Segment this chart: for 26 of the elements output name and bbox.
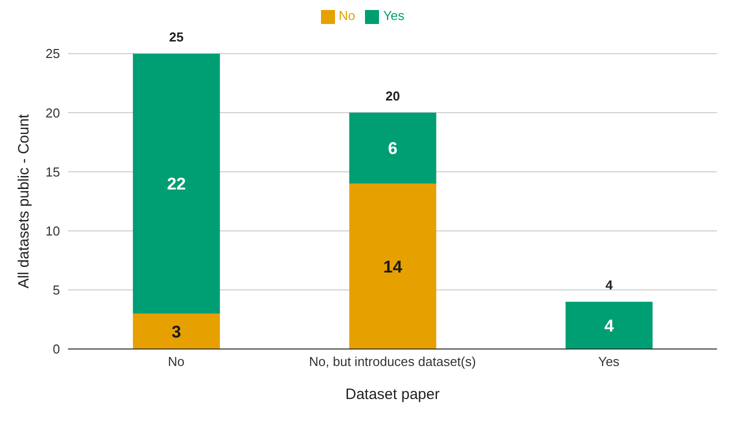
y-tick-label: 0: [52, 342, 60, 357]
total-label: 25: [169, 30, 184, 45]
y-tick-label: 5: [52, 282, 60, 298]
bar: [132, 314, 220, 349]
y-tick-label: 10: [46, 223, 60, 238]
bar: [566, 302, 653, 349]
y-tick-label: 25: [46, 46, 60, 62]
x-axis-title: Dataset paper: [345, 386, 440, 403]
data-label: 4: [604, 316, 614, 336]
y-tick-label: 20: [46, 105, 60, 120]
legend-label: No: [338, 8, 356, 23]
legend-label: Yes: [383, 8, 404, 23]
x-tick-label: No: [168, 354, 184, 370]
data-label: 14: [383, 257, 403, 276]
x-tick-label: Yes: [598, 354, 620, 370]
total-label: 4: [605, 278, 614, 293]
data-label: 3: [172, 322, 182, 342]
y-tick-label: 15: [46, 164, 60, 180]
x-tick-label: No, but introduces dataset(s): [309, 354, 476, 370]
y-axis-title: All datasets public - Count: [15, 113, 32, 288]
data-label: 22: [166, 174, 186, 194]
bar: [132, 54, 220, 314]
bar: [349, 112, 436, 184]
total-label: 20: [386, 88, 400, 104]
data-label: 6: [388, 139, 398, 158]
bar: [349, 184, 436, 349]
